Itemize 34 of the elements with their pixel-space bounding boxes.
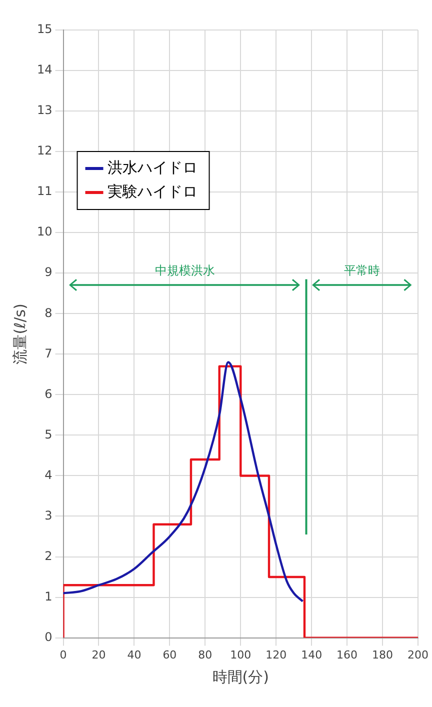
y-tick-label: 2: [44, 548, 52, 563]
x-tick-label: 0: [60, 648, 67, 662]
annotation: 中規模洪水: [154, 263, 215, 278]
y-tick-label: 0: [44, 630, 52, 644]
legend-label: 実験ハイドロ: [107, 182, 198, 200]
y-tick-label: 1: [44, 589, 52, 604]
y-tick-label: 5: [44, 427, 52, 442]
y-tick-label: 7: [44, 346, 52, 360]
line-series: [63, 361, 304, 602]
y-tick-label: 15: [36, 22, 52, 36]
x-tick-label: 140: [301, 648, 322, 662]
x-tick-label: 20: [92, 648, 106, 662]
y-tick-label: 8: [44, 306, 52, 320]
y-tick-label: 11: [36, 184, 52, 198]
y-tick-label: 10: [36, 224, 52, 239]
x-tick-label: 80: [198, 648, 212, 662]
y-tick-label: 4: [44, 468, 52, 482]
x-axis-title: 時間(分): [212, 668, 269, 686]
x-tick-label: 200: [408, 648, 428, 662]
y-tick-label: 3: [44, 508, 52, 522]
y-tick-label: 12: [36, 144, 52, 158]
x-tick-label: 120: [266, 648, 287, 662]
y-tick-label: 9: [44, 265, 52, 280]
x-tick-label: 100: [230, 648, 252, 662]
legend-label: 洪水ハイドロ: [107, 158, 198, 176]
y-axis-title: 流量(ℓ/s): [10, 304, 29, 364]
annotation: 平常時: [344, 263, 380, 278]
x-tick-label: 160: [336, 648, 358, 662]
y-tick-label: 13: [36, 103, 52, 118]
x-tick-label: 40: [127, 648, 142, 662]
y-tick-label: 14: [36, 62, 52, 77]
y-tick-label: 6: [44, 386, 52, 401]
x-tick-label: 180: [372, 648, 394, 662]
x-tick-label: 60: [162, 648, 177, 662]
